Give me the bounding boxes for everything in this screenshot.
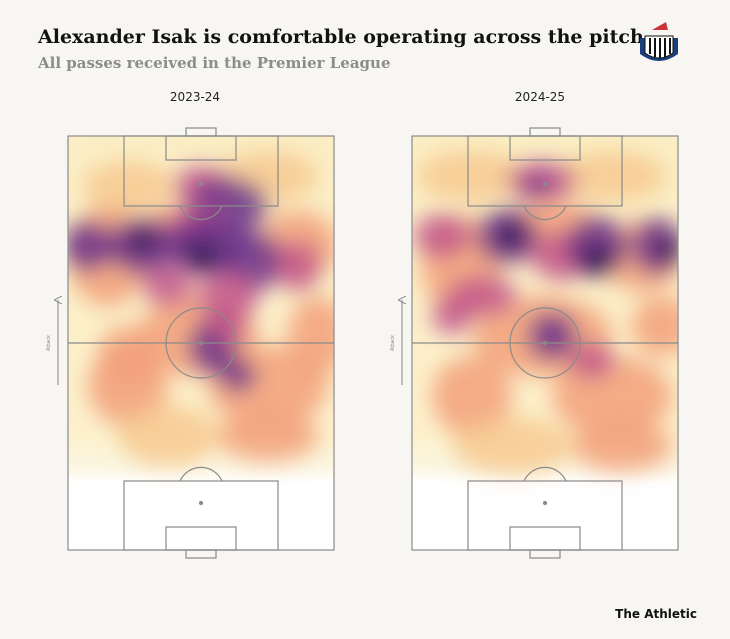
penalty-arc	[523, 205, 567, 221]
goal	[529, 127, 561, 137]
heat-blob	[658, 237, 678, 265]
spot	[198, 181, 204, 187]
heat-blob	[557, 151, 667, 201]
panel-label: 2024-25	[515, 90, 565, 104]
subtitle: All passes received in the Premier Leagu…	[37, 54, 391, 72]
heat-blob	[198, 271, 258, 321]
heat-blob	[210, 308, 246, 344]
heat-blob	[288, 296, 334, 376]
spot	[542, 500, 548, 506]
pitch	[411, 127, 679, 559]
heat-blobs	[414, 151, 678, 474]
heat-blob	[414, 214, 470, 258]
penalty-arc	[179, 466, 223, 482]
heat-blob	[570, 343, 614, 379]
club-badge	[640, 22, 678, 61]
heat-blob	[218, 411, 318, 461]
heat-blob	[417, 151, 527, 201]
panel-label: 2023-24	[170, 90, 220, 104]
heat-blob	[452, 418, 572, 474]
heat-blob	[276, 241, 320, 291]
heat-blob	[68, 221, 113, 271]
heat-blob	[185, 241, 221, 271]
heat-blob	[528, 312, 576, 360]
heat-blob	[432, 356, 512, 436]
heat-blob	[98, 326, 158, 386]
goal	[185, 127, 217, 137]
goal	[529, 549, 561, 559]
penalty-arc	[179, 205, 223, 221]
spot	[542, 340, 548, 346]
heat-blob	[220, 360, 256, 392]
pitch-lines	[67, 127, 679, 559]
centre-circle	[165, 307, 237, 379]
heat-blob	[572, 421, 672, 471]
centre-circle	[509, 307, 581, 379]
heat-blob	[118, 406, 218, 466]
heat-blob	[632, 296, 678, 356]
attack-label: Attack	[46, 335, 52, 351]
heat-blob	[143, 266, 193, 306]
heat-blob	[521, 176, 553, 196]
heat-blob	[129, 229, 157, 253]
spot	[198, 500, 204, 506]
heat-blob	[83, 161, 173, 211]
spot	[198, 340, 204, 346]
spot	[542, 181, 548, 187]
penalty-arc	[523, 466, 567, 482]
goal	[185, 549, 217, 559]
brand: The Athletic	[615, 607, 697, 621]
pitch	[67, 127, 335, 559]
heat-blob	[432, 298, 472, 334]
title: Alexander Isak is comfortable operating …	[37, 26, 644, 48]
heat-blob	[497, 223, 527, 249]
attack-label: Attack	[390, 335, 396, 351]
heat-blob	[579, 245, 615, 277]
